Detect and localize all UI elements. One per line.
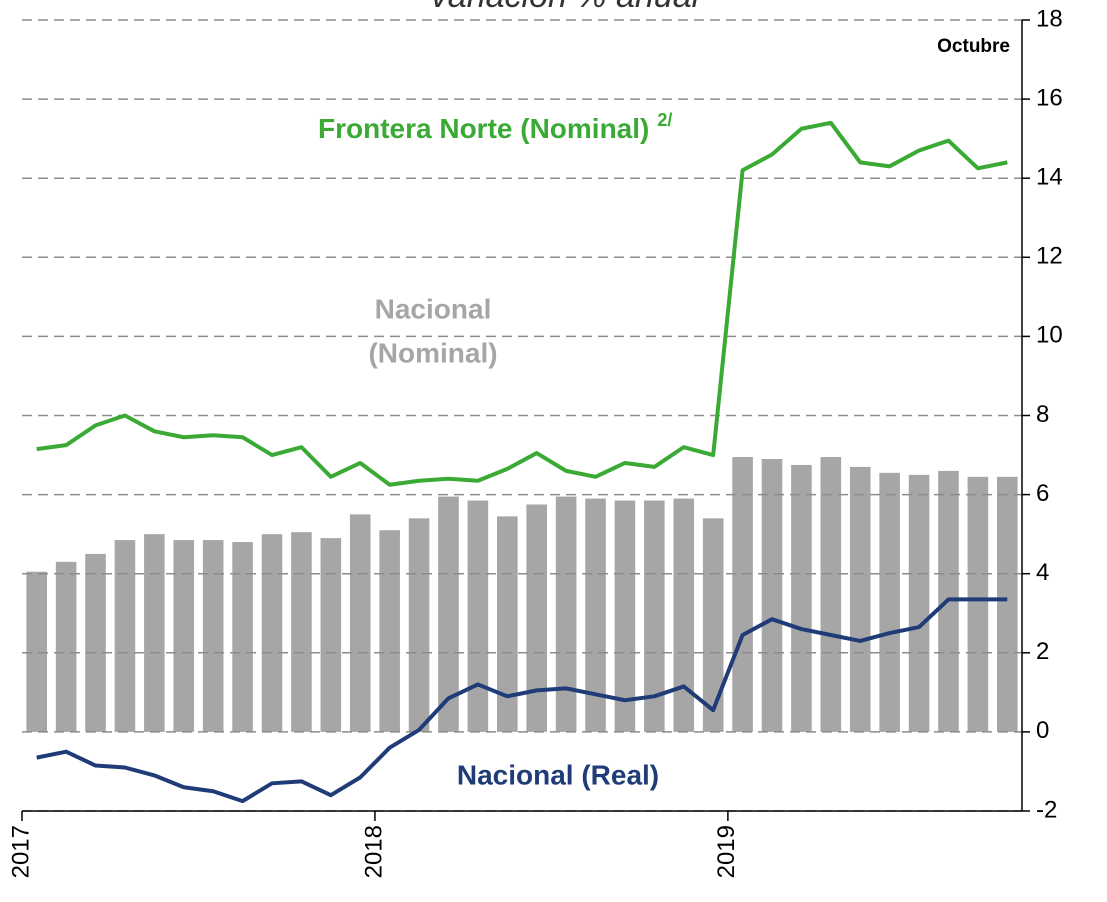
bar [555, 496, 577, 732]
bar [438, 496, 459, 732]
bar [879, 472, 900, 732]
bar [261, 534, 283, 732]
x-tick-label: 2019 [713, 825, 740, 878]
bar [173, 540, 195, 732]
bar [320, 538, 342, 732]
bar [967, 476, 989, 732]
bar [732, 457, 753, 732]
bar [85, 553, 106, 732]
plot: -2 0 2 4 6 8 10 12 14 16 18 2017 2018 2019 [7, 5, 1062, 878]
bar [349, 514, 371, 732]
bar [761, 459, 783, 732]
line [36, 597, 1008, 804]
bar [26, 571, 47, 732]
bar [526, 504, 547, 732]
x-tick-label: 2017 [7, 825, 34, 878]
bar [467, 500, 489, 732]
annotation: Frontera Norte (Nominal) 2/ [318, 110, 672, 145]
annotation-note: 2/ [657, 110, 672, 130]
bar [379, 530, 400, 732]
bar [702, 518, 724, 732]
y-tick-label: 8 [1036, 401, 1049, 428]
bar [908, 474, 930, 732]
bar [820, 457, 842, 732]
y-tick-label: 16 [1036, 84, 1063, 111]
bar [644, 500, 665, 732]
annotation-text: Frontera Norte (Nominal) [318, 113, 649, 144]
y-tick-label: 0 [1036, 717, 1049, 744]
bar [673, 498, 695, 732]
annotation: Octubre [937, 36, 1010, 57]
bar [55, 561, 77, 732]
bar [232, 542, 253, 732]
x-tick-label: 2018 [360, 825, 387, 878]
y-tick-label: 6 [1036, 480, 1049, 507]
annotation: (Nominal) [368, 337, 497, 368]
annotation: Nacional [375, 293, 492, 324]
y-tick-label: 2 [1036, 638, 1049, 665]
line [36, 120, 1008, 487]
bar [614, 500, 636, 732]
bar [144, 534, 165, 732]
bar [497, 516, 518, 732]
y-tick-label: 14 [1036, 164, 1063, 191]
bar [791, 464, 812, 732]
bar [997, 476, 1018, 732]
y-tick-label: 10 [1036, 322, 1063, 349]
bar [202, 540, 224, 732]
bar [291, 532, 312, 732]
y-tick-label: -2 [1036, 796, 1057, 823]
bar [114, 540, 136, 732]
bar [408, 518, 430, 732]
y-tick-label: 4 [1036, 559, 1049, 586]
bar [585, 498, 606, 732]
annotation: Nacional (Real) [457, 759, 659, 790]
bar [849, 466, 871, 732]
y-tick-label: 18 [1036, 5, 1063, 32]
chart-title: variación % anual [431, 0, 701, 15]
y-tick-label: 12 [1036, 243, 1063, 270]
